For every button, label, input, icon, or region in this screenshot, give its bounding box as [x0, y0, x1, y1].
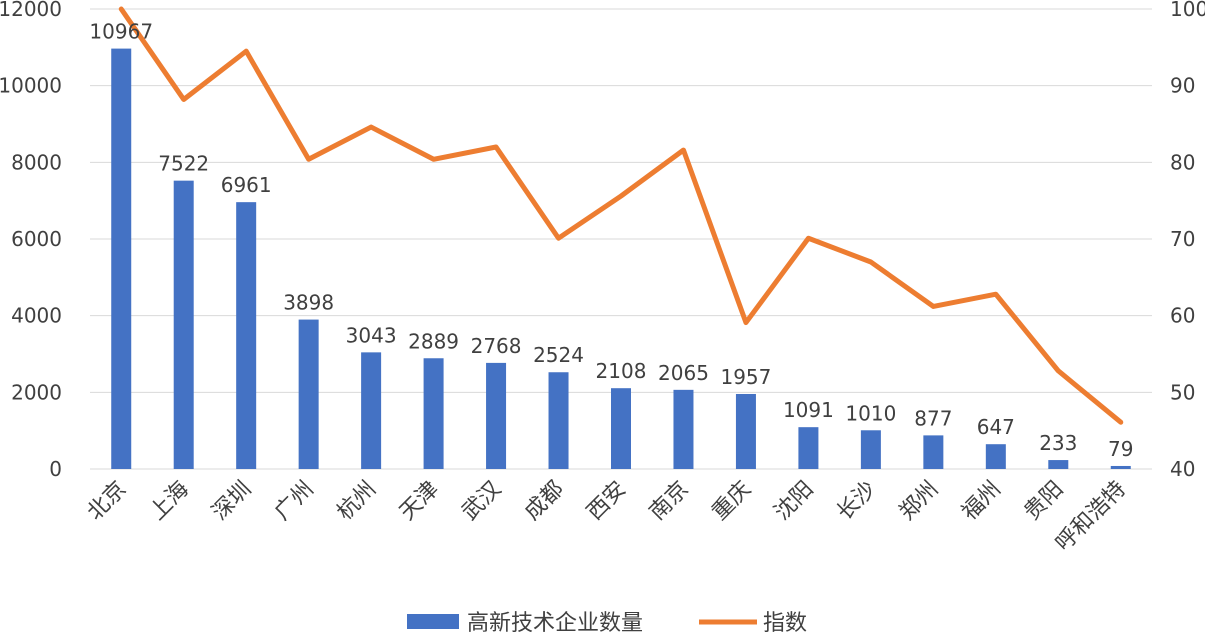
left-tick-label: 12000 — [0, 0, 62, 21]
bar — [1048, 460, 1069, 469]
right-tick-label: 70 — [1170, 227, 1195, 251]
right-tick-label: 40 — [1170, 457, 1195, 481]
bar-data-label: 2768 — [471, 334, 522, 358]
bar — [1110, 465, 1131, 469]
bar-data-label: 647 — [977, 415, 1015, 439]
bar-data-label: 1091 — [783, 398, 834, 422]
category-label: 重庆 — [707, 477, 756, 526]
right-tick-label: 100 — [1170, 0, 1205, 21]
category-label: 广州 — [270, 477, 319, 526]
legend-bar-swatch — [407, 614, 459, 629]
legend-line-label: 指数 — [763, 611, 807, 633]
left-axis-ticks: 0 2000 4000 6000 8000 10000 12000 — [0, 0, 62, 481]
bar — [735, 393, 756, 469]
bar — [548, 372, 569, 469]
category-label: 西安 — [582, 477, 631, 526]
bar — [798, 427, 819, 469]
bar — [173, 180, 194, 469]
bar-data-label: 7522 — [158, 152, 209, 176]
category-label: 北京 — [83, 477, 132, 526]
right-tick-label: 50 — [1170, 380, 1195, 404]
category-label: 长沙 — [832, 477, 881, 526]
right-axis-ticks: 40 50 60 70 80 90 100 — [1170, 0, 1205, 481]
bar-data-label: 3043 — [346, 323, 397, 347]
bar-data-label: 1957 — [720, 365, 771, 389]
left-tick-label: 10000 — [0, 74, 62, 98]
bar — [423, 358, 444, 469]
category-label: 郑州 — [895, 477, 944, 526]
bar — [111, 48, 132, 470]
left-tick-label: 6000 — [11, 227, 62, 251]
bar — [611, 388, 631, 469]
category-label: 天津 — [395, 477, 444, 526]
bar-data-label: 10967 — [89, 20, 153, 44]
category-label: 南京 — [645, 477, 694, 526]
category-label: 福州 — [957, 477, 1006, 526]
bar — [673, 389, 694, 469]
bar-data-label: 6961 — [221, 173, 272, 197]
left-tick-label: 4000 — [11, 304, 62, 328]
right-tick-label: 90 — [1170, 74, 1195, 98]
bar-data-label: 2108 — [596, 359, 647, 383]
category-label: 沈阳 — [770, 477, 819, 526]
legend-bar-label: 高新技术企业数量 — [467, 611, 643, 633]
bar-data-label: 79 — [1108, 437, 1133, 461]
line-series — [118, 6, 1124, 425]
left-tick-label: 0 — [49, 457, 62, 481]
bar-data-label: 877 — [914, 406, 952, 430]
right-tick-label: 60 — [1170, 304, 1195, 328]
left-tick-label: 8000 — [11, 150, 62, 174]
bar-data-label: 1010 — [845, 401, 896, 425]
bar — [236, 202, 257, 469]
bar-data-label: 3898 — [283, 291, 334, 315]
bar-data-label: 2524 — [533, 343, 584, 367]
bar — [985, 444, 1006, 469]
category-label: 上海 — [145, 477, 194, 526]
bar-series — [111, 48, 1131, 470]
category-label: 武汉 — [458, 477, 507, 526]
category-label: 呼和浩特 — [1051, 477, 1131, 557]
right-tick-label: 80 — [1170, 150, 1195, 174]
bar — [361, 352, 382, 469]
category-label: 成都 — [520, 477, 569, 526]
category-label: 深圳 — [208, 477, 257, 526]
bar-data-label: 233 — [1039, 431, 1077, 455]
legend: 高新技术企业数量 指数 — [407, 611, 807, 633]
left-tick-label: 2000 — [11, 380, 62, 404]
data-labels: 10967 7522 6961 3898 3043 2889 2768 2524 2108 206… — [89, 20, 1133, 461]
bar — [486, 362, 507, 469]
bar-data-label: 2065 — [658, 361, 709, 385]
category-label: 杭州 — [333, 477, 382, 526]
bar-data-label: 2889 — [408, 329, 459, 353]
category-label: 贵阳 — [1020, 477, 1069, 526]
bar — [923, 435, 944, 469]
bar — [298, 319, 319, 469]
bar — [860, 430, 881, 469]
